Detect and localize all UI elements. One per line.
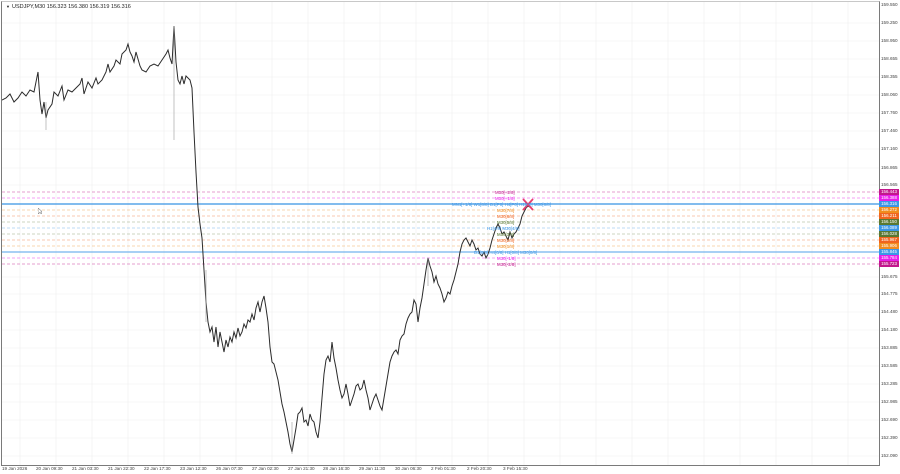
time-tick: 21 Jan 22:30 [108,466,135,471]
level-price-tag: 155.967 [879,237,899,243]
time-tick: 20 Jan 09:30 [36,466,63,471]
price-axis[interactable]: 159.550 159.250 158.950 158.655 158.355 … [879,0,900,466]
wick-accents [45,26,429,454]
price-tick: 153.885 [881,345,898,350]
price-series [2,25,531,453]
mm-label-minus1: M30[-1/8] [497,256,516,261]
mm-label-6-8: M30[6/8] [497,214,515,219]
price-tick: 152.690 [881,417,898,422]
price-tick: 159.550 [881,2,898,7]
price-tick: 154.775 [881,291,898,296]
mm-label-5-8: M30[5/8] [497,220,515,225]
price-tick: 156.565 [881,182,898,187]
price-tick: 152.985 [881,399,898,404]
mm-label-plus1: M30[+1/8] [495,196,515,201]
mm-label-plus2: M30[+2/8] [495,190,515,195]
price-tick: 158.950 [881,38,898,43]
price-tick: 157.160 [881,146,898,151]
price-tick: 153.285 [881,381,898,386]
level-price-tag: 155.906 [879,243,899,249]
symbol-quote-line: USDJPY,M30 156.323 156.380 156.319 156.3… [11,4,131,10]
price-tick: 154.180 [881,327,898,332]
price-tick: 152.090 [881,453,898,458]
time-tick: 21 Jan 03:30 [72,466,99,471]
chart-plot-area[interactable]: ▼ USDJPY,M30 156.323 156.380 156.319 156.… [1,1,880,466]
mm-label-3-8: M30[3/8] [497,232,515,237]
mm-label-2-8: M30[2/8] [497,238,515,243]
level-price-tag: 156.272 [879,207,899,213]
mm-label-8-8: MN1[+1/8] W1[8/8] D1[P0] H4[P0] H1[P0] M… [452,202,551,207]
time-tick: 27 Jan 02:30 [252,466,279,471]
time-tick: 2 Feb 20:30 [467,466,492,471]
price-tick: 157.760 [881,110,898,115]
level-price-tag: 156.443 [879,189,899,195]
mm-label-0-8: D1[0/8] H4[0/8] H1[0/8] M30[0/8] [474,250,538,255]
time-tick: 22 Jan 17:30 [144,466,171,471]
price-tick: 156.865 [881,165,898,170]
time-tick: 27 Jan 21:30 [288,466,315,471]
time-tick: 23 Jan 12:30 [180,466,207,471]
level-price-tag: 156.089 [879,225,899,231]
time-tick: 29 Jan 11:30 [359,466,386,471]
murrey-math-levels [2,191,879,265]
level-price-tag: 156.150 [879,219,899,225]
price-tick: 154.480 [881,309,898,314]
level-price-tag: 155.784 [879,255,899,261]
dropdown-triangle-icon[interactable]: ▼ [6,4,10,9]
price-tick: 157.460 [881,128,898,133]
price-chart-canvas[interactable] [2,2,879,465]
price-tick: 153.585 [881,363,898,368]
time-tick: 19 Jan 2026 [2,466,28,471]
time-tick: 28 Jan 16:30 [323,466,350,471]
price-tick: 155.675 [881,274,898,279]
mouse-cursor-icon [38,208,42,214]
price-tick: 158.655 [881,56,898,61]
mm-label-minus2: M30[-2/8] [497,262,516,267]
price-tick: 152.390 [881,435,898,440]
level-price-tag: 156.316 [879,201,899,207]
mm-label-1-8: M30[1/8] [497,244,515,249]
symbol-title: ▼ USDJPY,M30 156.323 156.380 156.319 156.… [6,4,131,10]
time-tick: 2 Feb 01:30 [431,466,456,471]
level-price-tag: 156.028 [879,231,899,237]
price-tick: 158.355 [881,74,898,79]
grid-lines [2,2,879,465]
level-price-tag: 156.211 [879,213,899,219]
price-tick: 158.060 [881,92,898,97]
mm-label-7-8: M30[7/8] [497,208,515,213]
time-axis[interactable]: 19 Jan 2026 20 Jan 09:30 21 Jan 03:30 21… [0,466,879,474]
cross-marker-icon [522,198,534,211]
level-price-tag: 155.723 [879,261,899,267]
time-tick: 30 Jan 06:30 [395,466,422,471]
mm-label-4-8: H1[4/8] M30[4/8] [487,226,520,231]
level-price-tag: 156.388 [879,195,899,201]
time-tick: 3 Feb 15:30 [503,466,528,471]
price-tick: 159.250 [881,20,898,25]
level-price-tag: 155.845 [879,249,899,255]
time-tick: 26 Jan 07:30 [216,466,243,471]
